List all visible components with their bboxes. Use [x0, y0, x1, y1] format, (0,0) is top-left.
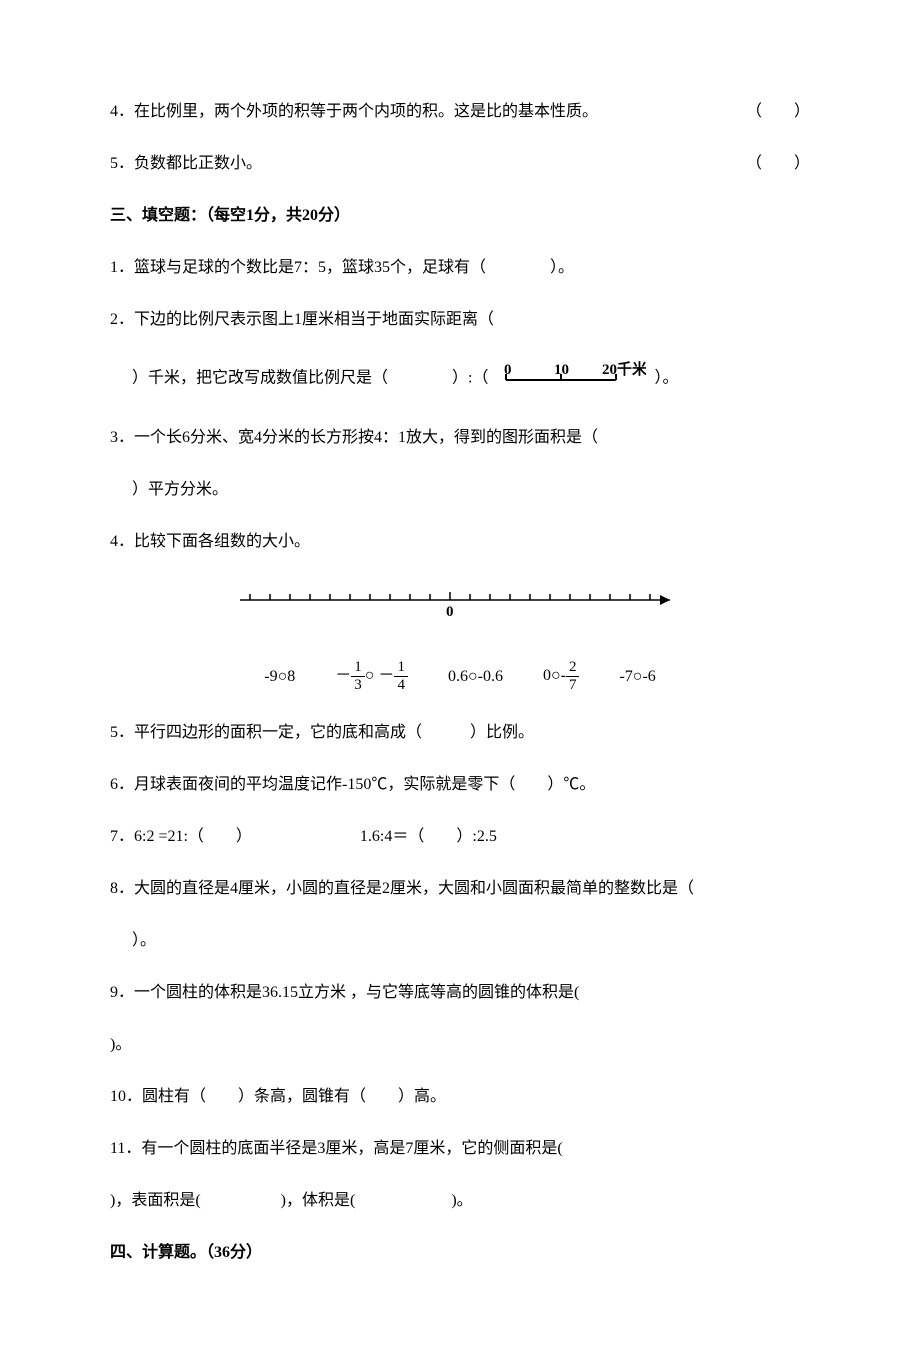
numberline: 0 [110, 582, 810, 630]
s3-q7: 7．6:2 =21:（ ） 1.6:4＝（ ）:2.5 [110, 825, 810, 849]
section3-heading: 三、填空题：（每空1分，共20分） [110, 204, 810, 228]
s3-q7a: 7．6:2 =21:（ ） [110, 828, 252, 845]
cmp-e: -7○-6 [619, 665, 655, 689]
s3-q2a: 2．下边的比例尺表示图上1厘米相当于地面实际距离（ [110, 308, 810, 332]
s3-q2b: ）千米，把它改写成数值比例尺是（ ）:（ 0 10 20千米 ）。 [110, 360, 810, 398]
s3-q11a: 11．有一个圆柱的底面半径是3厘米，高是7厘米，它的侧面积是( [110, 1137, 810, 1161]
s3-q8a: 8．大圆的直径是4厘米，小圆的直径是2厘米，大圆和小圆面积最简单的整数比是（ [110, 877, 810, 901]
scale-t2: 20千米 [602, 360, 646, 378]
s3-q9a: 9．一个圆柱的体积是36.15立方米 ，与它等底等高的圆锥的体积是( [110, 981, 810, 1005]
s3-q1: 1．篮球与足球的个数比是7：5，篮球35个，足球有（ ）。 [110, 256, 810, 280]
compare-row: -9○8 －13○ －14 0.6○-0.6 0○-27 -7○-6 [110, 660, 810, 693]
cmp-b: －13○ －14 [335, 660, 408, 693]
tf-q4-paren[interactable]: （ ） [746, 100, 810, 124]
cmp-c: 0.6○-0.6 [448, 665, 503, 689]
cmp-a: -9○8 [264, 665, 295, 689]
s3-q3b: ）平方分米。 [110, 478, 810, 502]
s3-q10: 10．圆柱有（ ）条高，圆锥有（ ）高。 [110, 1085, 810, 1109]
tf-q5-text: 5．负数都比正数小。 [110, 155, 262, 172]
s3-q4: 4．比较下面各组数的大小。 [110, 530, 810, 554]
s3-q2b-before: ）千米，把它改写成数值比例尺是（ ）:（ [132, 370, 488, 387]
s3-q8b: ）。 [110, 929, 810, 953]
numberline-zero: 0 [446, 604, 454, 620]
s3-q6: 6．月球表面夜间的平均温度记作-150℃，实际就是零下（ ）℃。 [110, 773, 810, 797]
s3-q11b: )，表面积是( )，体积是( )。 [110, 1189, 810, 1213]
tf-q5-paren[interactable]: （ ） [746, 152, 810, 176]
scale-bar: 0 10 20千米 [496, 360, 646, 398]
tf-q4: 4．在比例里，两个外项的积等于两个内项的积。这是比的基本性质。 （ ） [110, 100, 810, 124]
s3-q2b-after: ）。 [654, 370, 678, 387]
section4-heading: 四、计算题。（36分） [110, 1241, 810, 1265]
tf-q5: 5．负数都比正数小。 （ ） [110, 152, 810, 176]
s3-q7b: 1.6:4＝（ ）:2.5 [360, 828, 497, 845]
s3-q9b: )。 [110, 1033, 810, 1057]
cmp-d: 0○-27 [543, 660, 580, 693]
tf-q4-text: 4．在比例里，两个外项的积等于两个内项的积。这是比的基本性质。 [110, 103, 598, 120]
s3-q5: 5．平行四边形的面积一定，它的底和高成（ ）比例。 [110, 721, 810, 745]
s3-q3a: 3．一个长6分米、宽4分米的长方形按4：1放大，得到的图形面积是（ [110, 426, 810, 450]
